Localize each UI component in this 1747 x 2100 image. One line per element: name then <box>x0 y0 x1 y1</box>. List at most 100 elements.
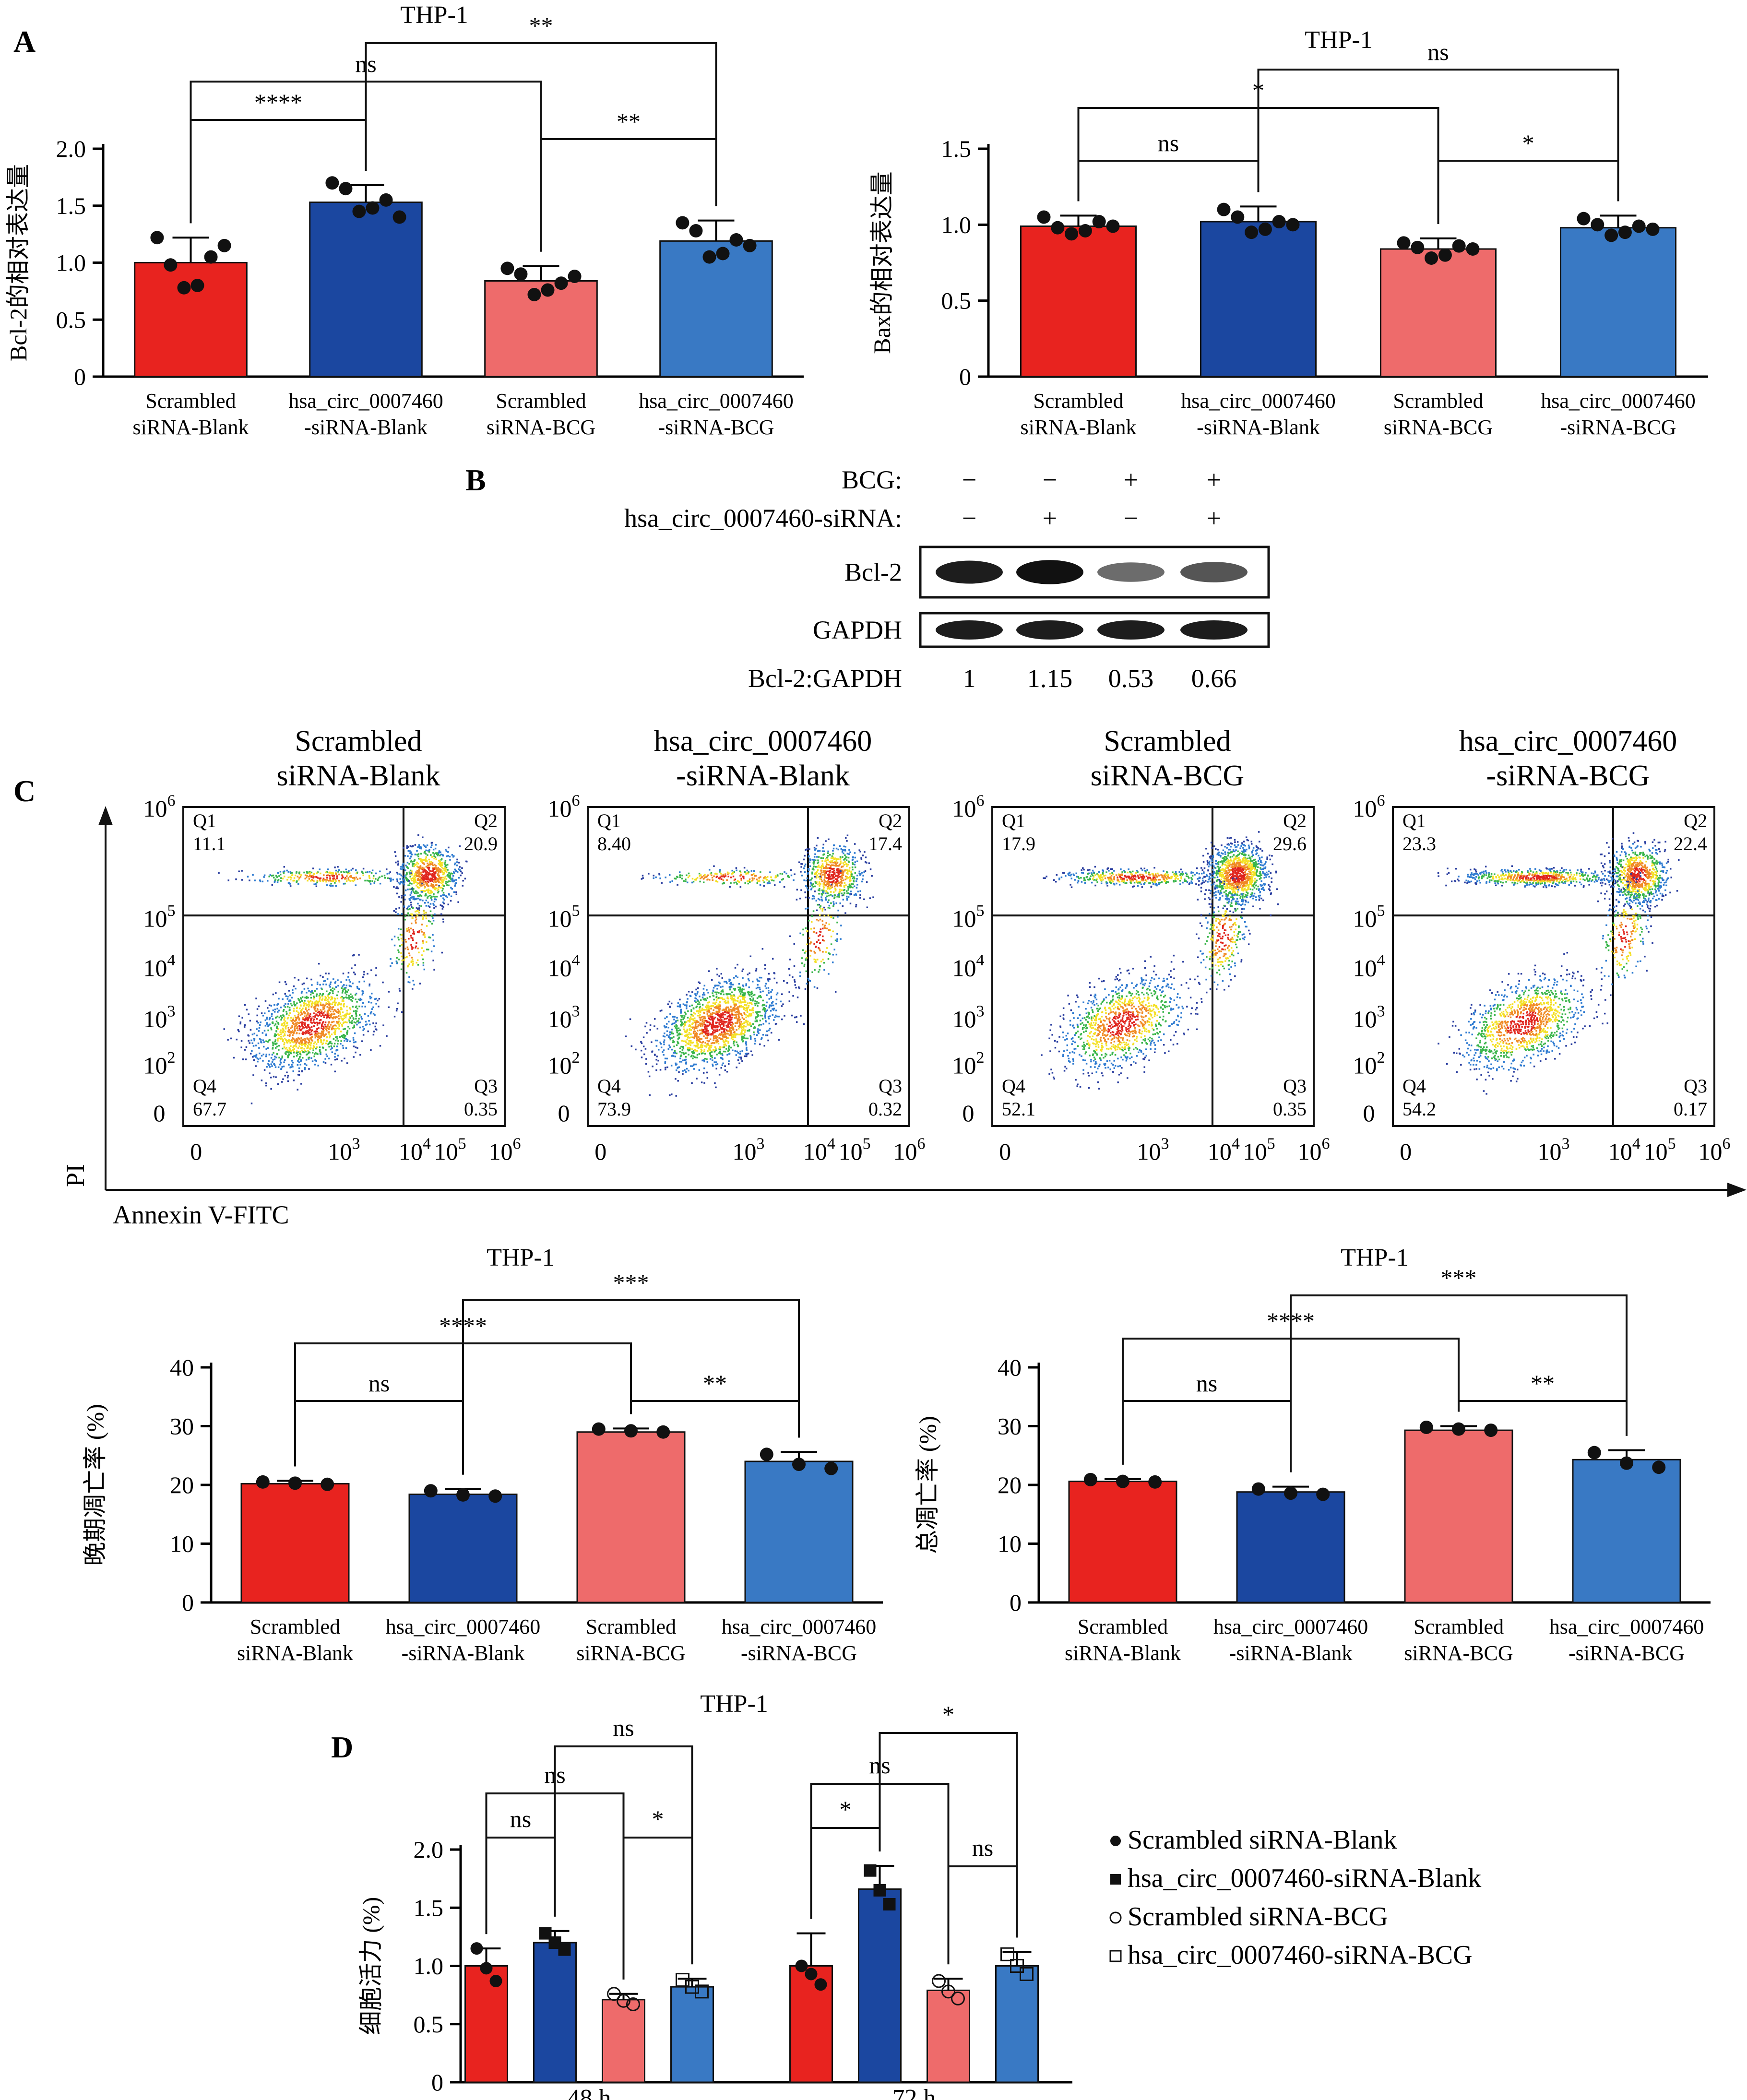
flow-dot <box>734 878 737 880</box>
flow-dot <box>397 860 399 863</box>
flow-dot <box>666 1066 668 1068</box>
flow-dot <box>701 1081 703 1083</box>
flow-dot <box>763 885 765 887</box>
flow-dot <box>275 992 277 994</box>
flow-dot <box>289 994 291 997</box>
flow-dot <box>424 902 426 904</box>
flow-dot <box>325 1036 328 1039</box>
flow-dot <box>679 1061 681 1063</box>
flow-dot <box>362 874 364 877</box>
flow-dot <box>739 871 742 874</box>
flow-dot <box>343 1028 345 1031</box>
flow-dot <box>430 892 432 894</box>
flow-dot <box>850 886 852 888</box>
flow-dot <box>690 1026 692 1028</box>
flow-dot <box>410 922 413 925</box>
flow-dot <box>679 1004 681 1006</box>
flow-dot <box>413 888 415 890</box>
flow-dot <box>725 875 727 877</box>
flow-dot <box>699 878 701 879</box>
flow-dot <box>714 1050 716 1052</box>
flow-dot <box>848 870 850 872</box>
flow-dot <box>420 928 423 931</box>
flow-dot <box>648 873 650 875</box>
flow-dot <box>713 875 715 878</box>
flow-dot <box>759 976 761 979</box>
flow-dot <box>345 1016 347 1019</box>
flow-dot <box>732 875 735 878</box>
flow-dot <box>764 1012 767 1014</box>
flow-dot <box>830 887 832 889</box>
flow-dot <box>695 1001 697 1003</box>
flow-dot <box>451 873 453 875</box>
flow-dot <box>833 879 835 882</box>
flow-dot <box>294 1005 296 1007</box>
flow-dot <box>342 1014 344 1017</box>
flow-dot <box>849 880 851 882</box>
flow-dot <box>838 870 840 872</box>
flow-dot <box>850 870 852 873</box>
flow-dot <box>730 1021 732 1023</box>
flow-dot <box>756 1020 758 1022</box>
flow-dot <box>733 998 735 1000</box>
flow-dot <box>724 981 725 983</box>
flow-dot <box>342 973 345 974</box>
flow-dot <box>748 1014 750 1016</box>
flow-dot <box>425 912 427 914</box>
flow-dot <box>725 1048 727 1050</box>
flow-dot <box>740 1026 742 1028</box>
flow-dot <box>415 881 417 883</box>
flow-dot <box>359 1021 361 1023</box>
flow-dot <box>730 1018 733 1020</box>
flow-dot <box>425 873 427 875</box>
flow-dot <box>410 913 412 915</box>
flow-dot <box>827 859 829 861</box>
flow-dot <box>306 1013 309 1015</box>
flow-dot <box>321 996 323 998</box>
flow-dot <box>677 1020 679 1021</box>
flow-dot <box>408 863 410 865</box>
flow-dot <box>285 1026 287 1028</box>
flow-dot <box>464 878 466 880</box>
flow-dot <box>818 971 820 973</box>
flow-dot <box>307 879 309 882</box>
flow-dot <box>715 1068 717 1070</box>
flow-dot <box>362 1025 364 1028</box>
flow-dot <box>352 1037 355 1039</box>
flow-dot <box>755 875 757 877</box>
flow-dot <box>416 861 418 864</box>
flow-dot <box>414 854 416 855</box>
flow-dot <box>412 939 414 941</box>
flow-dot <box>740 991 742 993</box>
flow-dot <box>707 992 709 994</box>
flow-dot <box>260 1021 261 1023</box>
flow-dot <box>827 881 829 883</box>
flow-dot <box>417 878 419 880</box>
flow-dot <box>832 860 833 862</box>
flow-dot <box>315 995 318 997</box>
flow-dot <box>757 984 759 986</box>
flow-dot <box>722 1035 724 1037</box>
flow-dot <box>736 1022 738 1024</box>
flow-dot <box>680 1019 682 1021</box>
flow-dot <box>424 869 426 871</box>
flow-dot <box>722 1013 725 1016</box>
flow-dot <box>724 1021 726 1024</box>
flow-dot <box>320 1041 322 1044</box>
flow-dot <box>276 1026 278 1029</box>
flow-dot <box>289 1033 291 1036</box>
flow-dot <box>289 1042 291 1044</box>
flow-dot <box>415 922 417 924</box>
flow-dot <box>297 1014 299 1016</box>
flow-dot <box>343 1021 345 1023</box>
flow-dot <box>736 1041 737 1044</box>
flow-dot <box>833 896 836 898</box>
flow-dot <box>754 875 756 877</box>
flow-dot <box>813 856 816 858</box>
flow-dot <box>681 1049 684 1051</box>
flow-dot <box>745 1021 747 1023</box>
flow-dot <box>413 891 415 893</box>
flow-dot <box>293 1032 295 1034</box>
flow-dot <box>819 866 821 868</box>
flow-dot <box>272 1043 274 1045</box>
